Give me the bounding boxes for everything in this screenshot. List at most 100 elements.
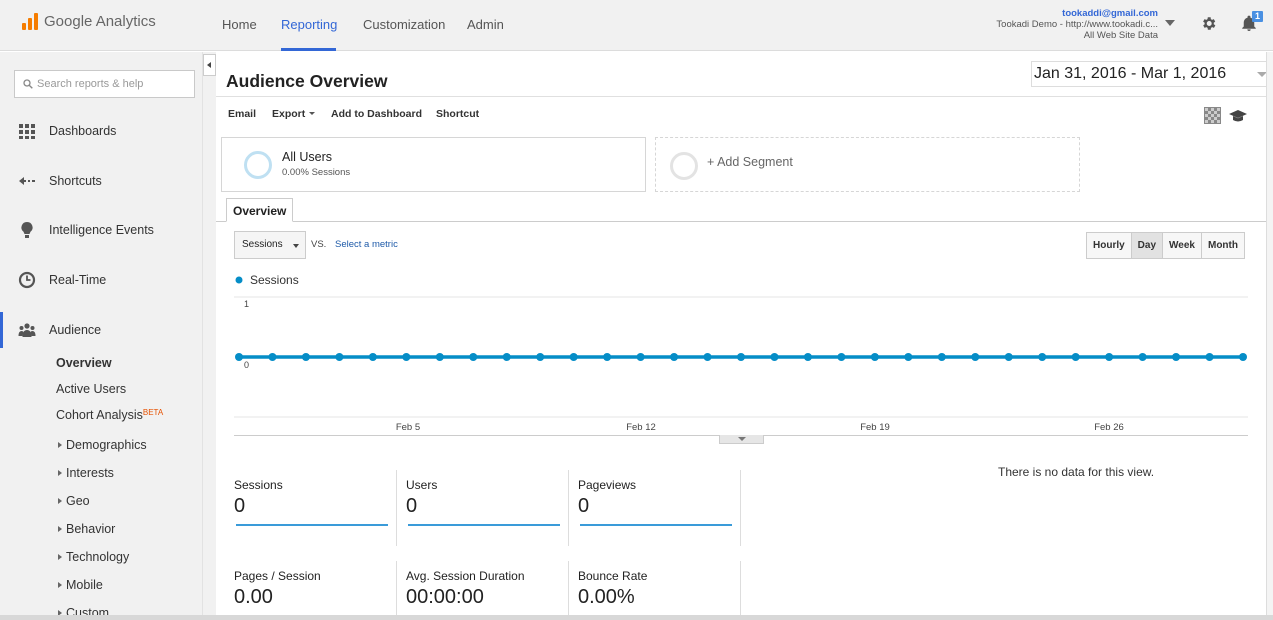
nav-customization[interactable]: Customization (363, 17, 446, 32)
data-point[interactable] (703, 353, 712, 361)
sidebar-subitem-technology[interactable]: Technology (58, 550, 129, 564)
segment-all-users[interactable]: All Users 0.00% Sessions (221, 137, 646, 192)
sidebar-subitem-mobile[interactable]: Mobile (58, 578, 103, 592)
data-point[interactable] (937, 353, 946, 361)
stat-avg-session-duration[interactable]: Avg. Session Duration 00:00:00 (388, 561, 569, 620)
data-point[interactable] (1105, 353, 1114, 361)
data-point[interactable] (904, 353, 913, 361)
data-point[interactable] (870, 353, 879, 361)
sidebar-collapse-strip (202, 52, 216, 620)
granularity-hourly-button[interactable]: Hourly (1087, 233, 1131, 258)
sidebar-item-real-time[interactable]: Real-Time (0, 266, 202, 294)
add-to-dashboard-button[interactable]: Add to Dashboard (331, 108, 422, 120)
pixel-grid-icon[interactable] (1204, 107, 1221, 124)
data-point[interactable] (837, 353, 846, 361)
sidebar-item-shortcuts[interactable]: Shortcuts (0, 167, 202, 195)
chevron-down-icon (1257, 72, 1267, 77)
sidebar-subitem-interests[interactable]: Interests (58, 466, 114, 480)
data-point[interactable] (502, 353, 511, 361)
email-button[interactable]: Email (228, 108, 257, 120)
nav-home[interactable]: Home (222, 17, 257, 32)
sidebar-subitem-demographics[interactable]: Demographics (58, 438, 147, 452)
data-point[interactable] (469, 353, 478, 361)
data-point[interactable] (1071, 353, 1080, 361)
chart-collapse-toggle[interactable] (719, 435, 764, 444)
graduation-cap-icon[interactable] (1228, 109, 1248, 123)
scrollbar[interactable] (1266, 52, 1273, 615)
data-point[interactable] (435, 353, 444, 361)
search-box[interactable] (14, 70, 195, 98)
sidebar-subitem-active-users[interactable]: Active Users (56, 382, 127, 396)
sidebar-item-dashboards[interactable]: Dashboards (0, 117, 202, 145)
data-point[interactable] (1004, 353, 1013, 361)
stat-label: Bounce Rate (578, 569, 648, 583)
technology-label: Technology (66, 550, 130, 564)
data-point[interactable] (335, 353, 344, 361)
data-point[interactable] (1038, 353, 1047, 361)
arrow-left-icon (19, 177, 35, 185)
collapse-sidebar-button[interactable] (203, 54, 216, 76)
analytics-logo-icon (22, 13, 39, 30)
stat-divider (396, 470, 397, 546)
stat-users[interactable]: Users 0 (388, 470, 569, 558)
data-point[interactable] (536, 353, 545, 361)
data-point[interactable] (1239, 353, 1247, 361)
sidebar: Dashboards Shortcuts Intelligence Events… (0, 52, 202, 620)
caret-down-icon (309, 112, 316, 115)
stat-pages-per-session[interactable]: Pages / Session 0.00 (216, 561, 397, 620)
gear-icon[interactable] (1200, 15, 1217, 32)
data-point[interactable] (603, 353, 612, 361)
sidebar-item-audience[interactable]: Audience (0, 316, 202, 344)
legend-label: Sessions (250, 273, 299, 287)
data-point[interactable] (402, 353, 411, 361)
nav-admin[interactable]: Admin (467, 17, 504, 32)
data-point[interactable] (770, 353, 779, 361)
data-point[interactable] (569, 353, 578, 361)
stat-sessions[interactable]: Sessions 0 (216, 470, 397, 558)
select-metric-link[interactable]: Select a metric (335, 239, 398, 250)
data-point[interactable] (1172, 353, 1181, 361)
data-point[interactable] (803, 353, 812, 361)
stat-bounce-rate[interactable]: Bounce Rate 0.00% (560, 561, 741, 620)
vs-label: VS. (311, 239, 327, 250)
data-point[interactable] (1138, 353, 1147, 361)
tab-overview[interactable]: Overview (226, 198, 294, 222)
sparkline (236, 524, 388, 526)
account-selector[interactable]: tookaddi@gmail.com Tookadi Demo - http:/… (958, 8, 1158, 41)
data-point[interactable] (368, 353, 377, 361)
search-input[interactable] (37, 75, 187, 93)
data-point[interactable] (737, 353, 745, 361)
data-point[interactable] (301, 353, 310, 361)
shortcut-button[interactable]: Shortcut (436, 108, 480, 120)
app-name: Google Analytics (44, 13, 156, 30)
sidebar-subitem-behavior[interactable]: Behavior (58, 522, 115, 536)
granularity-day-button[interactable]: Day (1130, 233, 1163, 258)
export-button[interactable]: Export (272, 108, 316, 120)
date-range-picker[interactable]: Jan 31, 2016 - Mar 1, 2016 (1031, 61, 1273, 87)
export-label: Export (272, 108, 306, 120)
data-point[interactable] (268, 353, 277, 361)
sidebar-item-intelligence-events[interactable]: Intelligence Events (0, 216, 202, 244)
sidebar-subitem-overview[interactable]: Overview (56, 356, 112, 370)
data-point[interactable] (670, 353, 679, 361)
add-segment-button[interactable]: + Add Segment (655, 137, 1080, 192)
metric-select-value: Sessions (242, 239, 283, 250)
sidebar-subitem-cohort-analysis[interactable]: Cohort AnalysisBETA (56, 408, 163, 422)
stat-pageviews[interactable]: Pageviews 0 (560, 470, 741, 558)
granularity-month-button[interactable]: Month (1200, 233, 1244, 258)
data-point[interactable] (636, 353, 645, 361)
sidebar-subitem-geo[interactable]: Geo (58, 494, 90, 508)
expand-triangle-icon (58, 442, 62, 448)
account-dropdown-icon[interactable] (1165, 20, 1175, 26)
segment-percentage: 0.00% Sessions (282, 167, 351, 178)
metric-select[interactable]: Sessions (234, 231, 306, 259)
data-point[interactable] (971, 353, 980, 361)
google-analytics-logo[interactable]: Google Analytics (22, 13, 156, 30)
expand-triangle-icon (58, 470, 62, 476)
nav-reporting[interactable]: Reporting (281, 17, 338, 32)
granularity-week-button[interactable]: Week (1162, 233, 1201, 258)
data-point[interactable] (1205, 353, 1214, 361)
x-tick-label: Feb 19 (860, 422, 890, 433)
data-point[interactable] (235, 353, 243, 361)
legend-marker (235, 276, 243, 284)
